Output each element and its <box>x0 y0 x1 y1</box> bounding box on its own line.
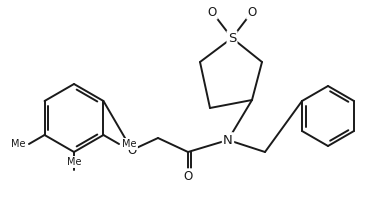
Text: O: O <box>127 143 137 157</box>
Text: O: O <box>248 5 256 18</box>
Text: S: S <box>228 32 236 44</box>
Text: O: O <box>184 170 192 182</box>
Text: N: N <box>223 134 233 147</box>
Text: Me: Me <box>67 157 81 167</box>
Text: O: O <box>207 5 217 18</box>
Text: Me: Me <box>12 139 26 149</box>
Text: Me: Me <box>122 139 137 149</box>
